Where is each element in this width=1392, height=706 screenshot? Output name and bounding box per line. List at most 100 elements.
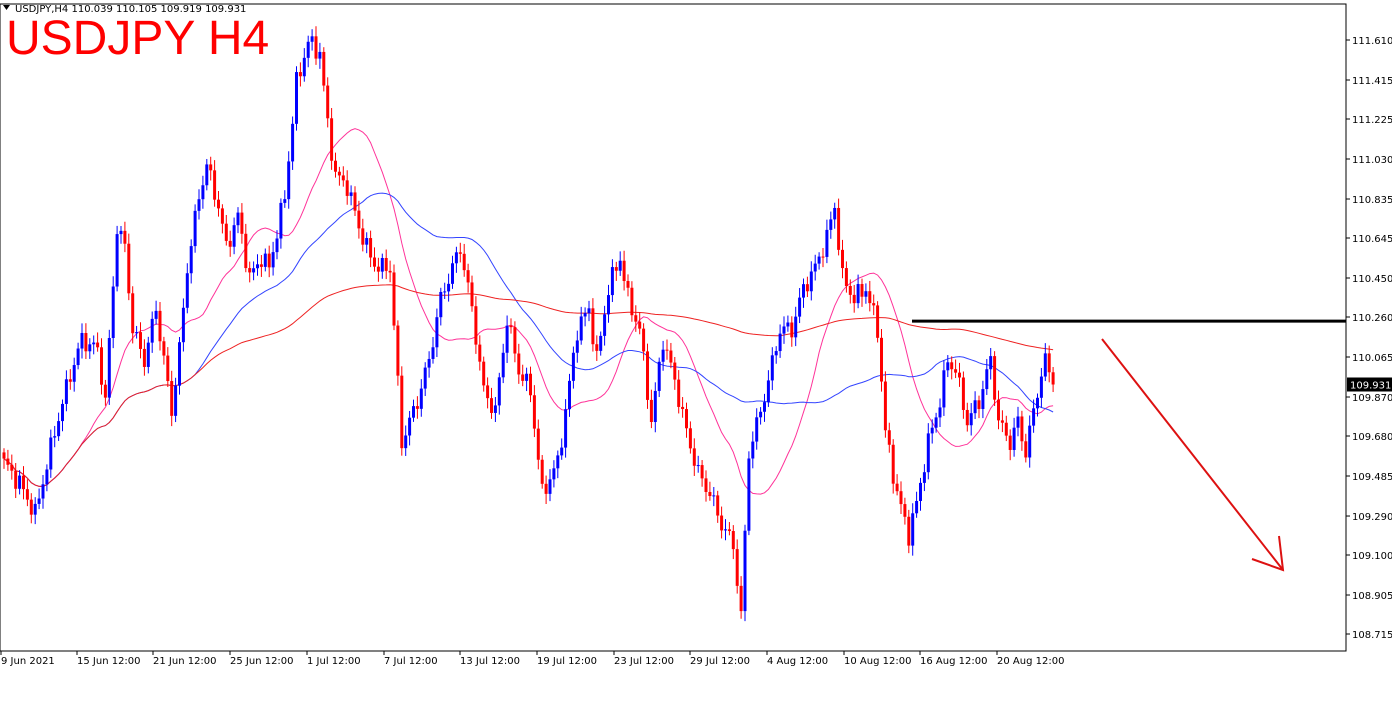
candle-body [763,402,766,412]
candle-body [965,409,969,426]
candle-body [708,491,712,497]
candle [521,364,525,387]
candle [657,357,661,398]
candle-body [1004,422,1008,436]
candle [591,298,595,352]
candle-body [969,413,973,426]
candle-body [232,225,236,247]
candle-body [451,263,454,284]
candle-body [614,267,618,271]
candle-body [825,229,829,257]
x-tick-label: 15 Jun 12:00 [77,656,141,667]
candle-body [989,356,993,370]
x-tick-label: 13 Jul 12:00 [460,656,520,667]
y-tick-label: 108.905 [1352,591,1392,602]
candle-body [318,51,322,59]
candle [603,305,607,346]
candle [1047,345,1051,383]
candle-body [29,499,33,515]
candle [532,385,536,438]
candle [174,377,178,423]
candle [135,325,139,339]
candle [100,338,103,395]
candle [922,464,926,492]
candle [540,455,544,489]
candle-body [127,243,131,294]
candle-body [638,321,642,329]
x-tick-label: 29 Jul 12:00 [690,656,750,667]
candle [883,371,887,438]
candle-body [532,395,536,429]
candle [790,316,794,347]
candle-body [911,513,915,546]
candle [802,278,805,308]
candle-body [337,171,341,176]
candle [388,260,392,283]
candle-body [322,51,326,86]
candle [509,318,513,334]
candle-body [158,310,162,342]
candle-body [64,379,68,404]
candle [72,357,76,392]
candle [474,296,478,354]
candle [252,261,256,281]
candle [735,539,739,594]
candle [427,351,431,378]
candle [10,454,14,480]
candle [989,348,993,380]
candle-body [630,287,634,316]
candle [915,491,919,518]
candle-body [458,252,462,254]
candle [439,287,443,326]
candle-body [22,475,25,490]
candle-body [256,264,259,269]
candle [864,283,868,304]
candle-body [427,358,431,368]
candle [466,263,470,293]
candle [661,340,665,371]
candle [76,342,80,370]
candle-body [817,256,821,264]
y-tick-label: 109.680 [1352,432,1392,443]
candle-body [954,369,958,373]
candle-body [794,316,798,338]
candle-body [938,407,942,418]
candle-body [661,349,665,362]
candle [946,355,950,378]
candle-body [431,347,435,359]
candle [727,522,731,536]
y-tick-label: 109.100 [1352,551,1392,562]
candle-body [1039,376,1043,398]
candle [848,279,852,304]
dropdown-arrow-icon[interactable] [3,5,10,10]
candle-body [162,341,166,356]
candle-body [150,318,154,343]
candle-body [341,175,345,181]
candle-body [470,282,474,307]
candle [486,377,490,409]
candle-body [622,260,626,282]
candle [669,342,673,369]
candle-body [716,495,720,516]
candle [217,191,220,217]
candle-body [1000,420,1004,423]
candle [279,198,283,249]
candle-body [349,192,353,196]
candle-body [388,270,392,273]
candle [622,250,626,291]
candle-body [189,246,193,274]
x-tick-label: 21 Jun 12:00 [153,656,217,667]
candle [763,393,766,422]
candle [236,207,240,234]
candle-body [14,470,18,489]
candle [337,166,341,186]
candle [68,369,72,390]
candle-body [271,252,275,268]
candle-body [712,495,716,497]
candle [626,274,630,297]
y-tick-label: 109.485 [1352,472,1392,483]
candle [716,490,720,523]
candle [310,29,314,51]
candle [380,253,384,279]
